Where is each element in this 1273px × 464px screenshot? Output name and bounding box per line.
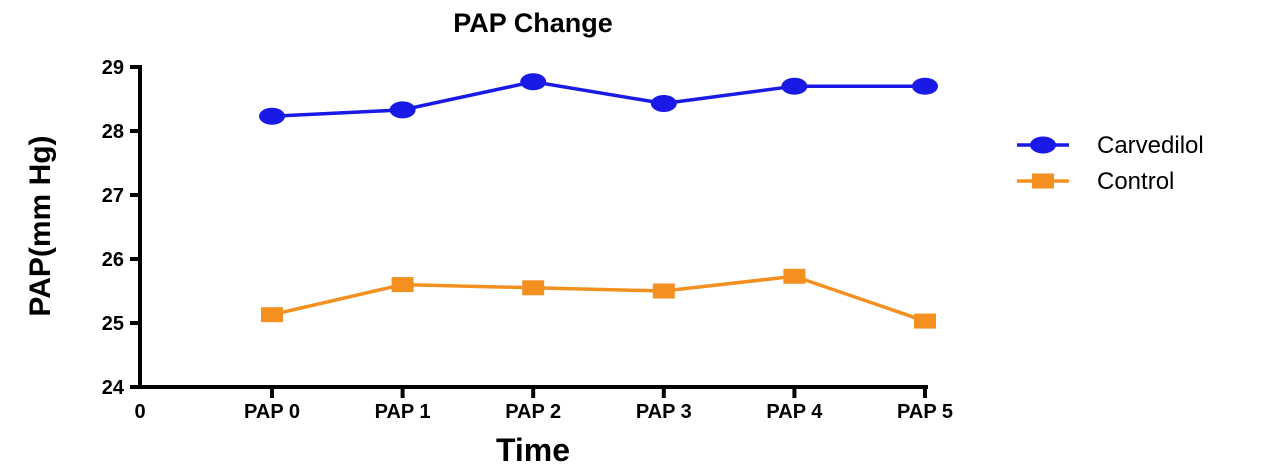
legend-marker-carvedilol (1030, 136, 1056, 154)
data-point-carvedilol (781, 77, 808, 95)
data-point-carvedilol (520, 73, 547, 91)
x-tick-label: PAP 3 (636, 401, 692, 423)
x-tick-label-origin: 0 (134, 401, 145, 423)
y-axis-label: PAP(mm Hg) (24, 135, 57, 316)
data-point-control (522, 280, 545, 296)
y-tick-label: 28 (102, 121, 124, 143)
data-point-control (652, 283, 675, 299)
legend-marker-control (1032, 173, 1054, 189)
series-line-control (271, 274, 926, 323)
x-tick-label: PAP 0 (244, 401, 300, 423)
y-tick-label: 25 (102, 313, 124, 335)
data-point-control (391, 277, 414, 293)
data-point-carvedilol (389, 101, 416, 119)
data-point-carvedilol (259, 107, 285, 125)
data-point-control (261, 307, 283, 323)
x-tick-label: PAP 1 (375, 401, 431, 423)
x-tick-label: PAP 4 (766, 401, 823, 423)
y-tick-label: 26 (102, 249, 124, 271)
y-tick-label: 27 (102, 185, 124, 207)
data-point-carvedilol (650, 94, 677, 112)
series-line-carvedilol (271, 79, 925, 119)
x-tick-label: PAP 5 (897, 401, 953, 423)
data-point-carvedilol (912, 77, 938, 95)
chart-title: PAP Change (453, 8, 613, 38)
series-markers (259, 73, 938, 329)
y-tick-label: 24 (102, 377, 125, 399)
legend: Carvedilol Control (1017, 132, 1204, 195)
data-point-control (783, 268, 806, 284)
y-tick-label: 29 (102, 57, 124, 79)
x-tick-label: PAP 2 (505, 401, 561, 423)
legend-label-control: Control (1097, 168, 1174, 195)
series-lines (271, 79, 926, 323)
x-ticks: 0 PAP 0 PAP 1 PAP 2 PAP 3 PAP 4 PAP 5 (134, 387, 953, 423)
y-ticks: 24 25 26 27 28 29 (102, 57, 140, 399)
x-axis-label: Time (496, 432, 570, 464)
legend-label-carvedilol: Carvedilol (1097, 132, 1204, 159)
data-point-control (914, 313, 936, 329)
